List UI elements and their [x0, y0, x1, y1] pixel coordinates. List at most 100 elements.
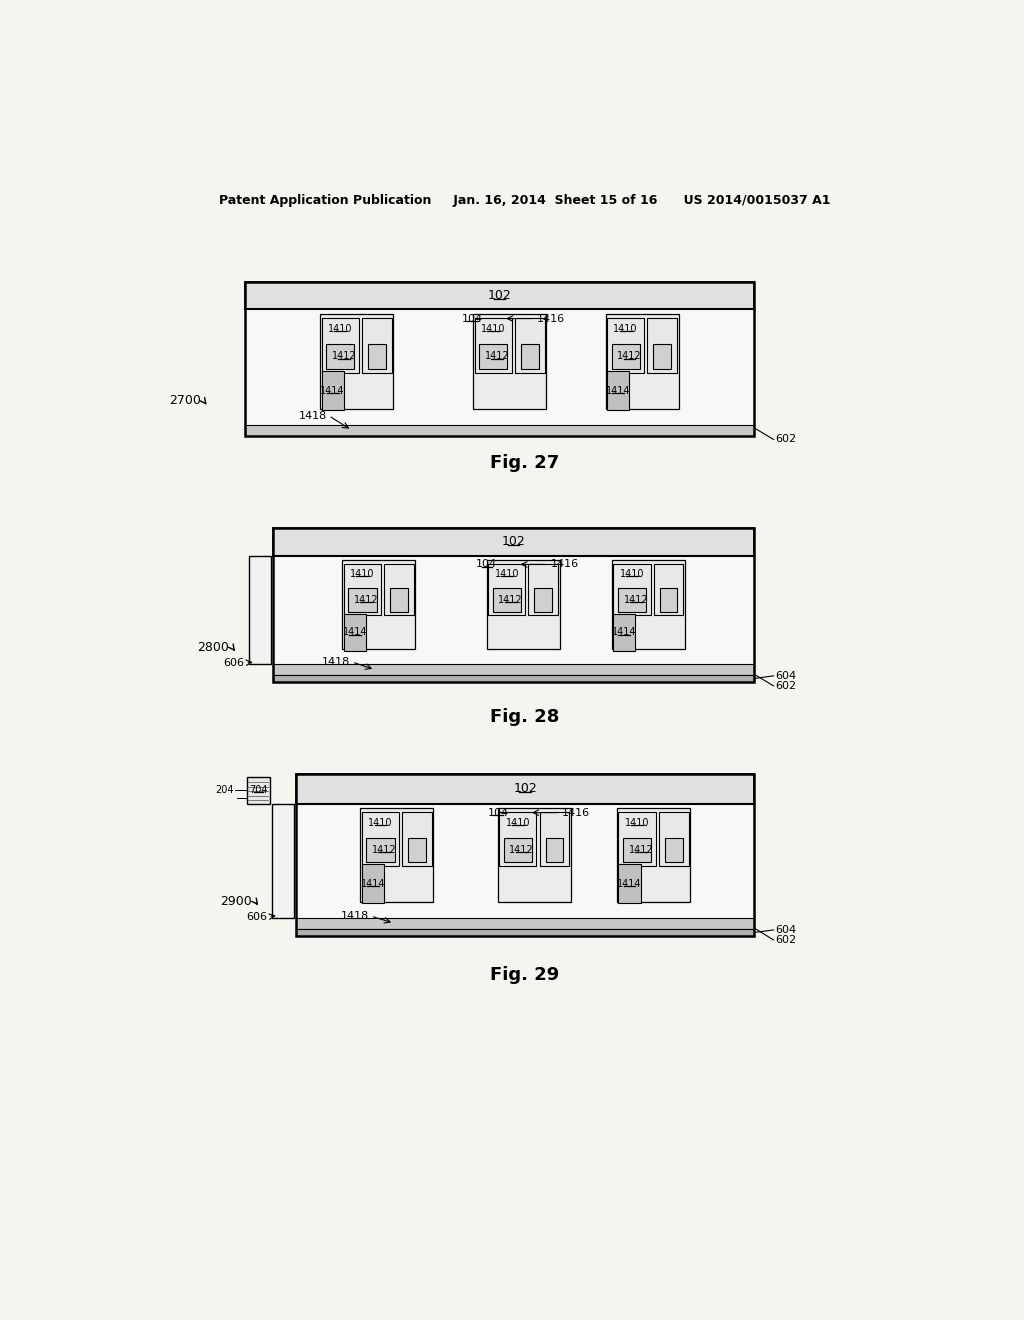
Bar	[245, 309, 755, 425]
Bar	[245, 281, 755, 309]
Text: 1412: 1412	[624, 595, 648, 605]
Bar	[296, 775, 755, 804]
Text: 1412: 1412	[354, 595, 379, 605]
Bar	[322, 371, 344, 411]
Text: 2800: 2800	[198, 640, 229, 653]
Bar	[384, 564, 414, 615]
Bar	[611, 345, 640, 368]
Bar	[367, 838, 394, 862]
Bar	[515, 318, 545, 372]
Text: 1418: 1418	[323, 657, 350, 667]
Text: 102: 102	[487, 289, 511, 302]
Bar	[296, 775, 755, 936]
Bar	[607, 318, 644, 372]
Text: 1416: 1416	[537, 314, 564, 323]
Bar	[623, 838, 651, 862]
Text: 602: 602	[775, 434, 797, 445]
Text: 1410: 1410	[369, 817, 392, 828]
Text: 1414: 1414	[617, 879, 642, 888]
Text: 1412: 1412	[499, 595, 523, 605]
Bar	[473, 314, 546, 409]
Bar	[613, 564, 650, 615]
Text: 2700: 2700	[169, 395, 201, 408]
Bar	[361, 812, 399, 866]
Bar	[342, 560, 416, 649]
Text: 604: 604	[775, 925, 797, 935]
Text: 1412: 1412	[629, 845, 653, 855]
Text: 1410: 1410	[495, 569, 519, 579]
Text: 1410: 1410	[328, 323, 352, 334]
Bar	[521, 345, 539, 368]
Text: 1412: 1412	[509, 845, 535, 855]
Text: 1410: 1410	[506, 817, 530, 828]
Text: 104: 104	[476, 560, 498, 569]
Text: 1412: 1412	[484, 351, 509, 362]
Text: 104: 104	[487, 808, 509, 817]
Bar	[616, 808, 690, 902]
Bar	[659, 589, 678, 611]
Bar	[344, 614, 366, 651]
Text: 606: 606	[246, 912, 267, 921]
Text: 104: 104	[462, 314, 483, 323]
Bar	[498, 808, 571, 902]
Text: 2900: 2900	[220, 895, 252, 908]
Bar	[360, 808, 433, 902]
Bar	[540, 812, 569, 866]
Text: 1410: 1410	[481, 323, 506, 334]
Bar	[658, 812, 688, 866]
Bar	[296, 929, 755, 936]
Bar	[273, 675, 755, 682]
Text: 102: 102	[502, 536, 525, 548]
Bar	[618, 865, 641, 903]
Text: 102: 102	[513, 783, 537, 796]
Text: 704: 704	[249, 785, 267, 795]
Text: 1414: 1414	[612, 627, 637, 638]
Text: 1412: 1412	[372, 845, 396, 855]
Text: 1410: 1410	[350, 569, 375, 579]
Bar	[546, 838, 563, 862]
Bar	[272, 804, 294, 917]
Text: 1414: 1414	[343, 627, 368, 638]
Bar	[605, 314, 679, 409]
Bar	[368, 345, 386, 368]
Bar	[247, 776, 270, 804]
Text: 1414: 1414	[321, 385, 345, 396]
Bar	[607, 371, 629, 411]
Bar	[493, 589, 521, 611]
Bar	[390, 589, 408, 611]
Text: 604: 604	[775, 671, 797, 681]
Bar	[409, 838, 426, 862]
Bar	[500, 812, 537, 866]
Text: 1410: 1410	[620, 569, 644, 579]
Bar	[479, 345, 507, 368]
Bar	[273, 528, 755, 682]
Text: 204: 204	[215, 785, 233, 795]
Text: 1410: 1410	[613, 323, 638, 334]
Text: 1416: 1416	[551, 560, 579, 569]
Bar	[402, 812, 432, 866]
Text: 1412: 1412	[617, 351, 642, 362]
Bar	[361, 865, 384, 903]
Bar	[245, 425, 755, 436]
Bar	[273, 664, 755, 675]
Bar	[348, 589, 377, 611]
Bar	[535, 589, 552, 611]
Text: 1414: 1414	[360, 879, 385, 888]
Text: Fig. 28: Fig. 28	[490, 708, 559, 726]
Bar	[618, 812, 655, 866]
Bar	[653, 564, 683, 615]
Text: 1418: 1418	[299, 411, 327, 421]
Text: 1410: 1410	[625, 817, 649, 828]
Bar	[486, 560, 560, 649]
Text: Patent Application Publication     Jan. 16, 2014  Sheet 15 of 16      US 2014/00: Patent Application Publication Jan. 16, …	[219, 194, 830, 207]
Bar	[321, 314, 393, 409]
Text: 602: 602	[775, 681, 797, 690]
Text: Fig. 29: Fig. 29	[490, 966, 559, 983]
Bar	[326, 345, 354, 368]
Bar	[665, 838, 683, 862]
Bar	[273, 556, 755, 664]
Bar	[296, 917, 755, 929]
Bar	[613, 614, 636, 651]
Bar	[361, 318, 392, 372]
Text: 1412: 1412	[332, 351, 356, 362]
